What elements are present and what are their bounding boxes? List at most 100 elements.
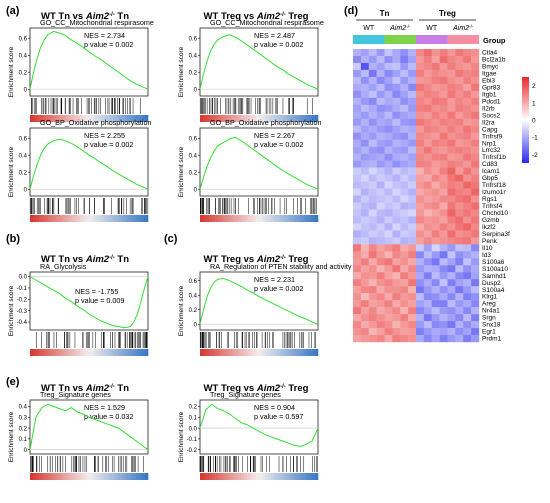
heatmap-cell bbox=[368, 230, 377, 238]
heatmap-cell bbox=[360, 104, 369, 112]
heatmap-cell bbox=[423, 272, 432, 280]
rank-segment bbox=[211, 115, 216, 122]
heatmap-cell bbox=[463, 181, 472, 189]
heatmap-cell bbox=[447, 104, 456, 112]
gsea-title: GO_BP_Oxidative phosphorylation bbox=[40, 118, 151, 127]
rank-segment bbox=[68, 115, 72, 122]
heatmap-cell bbox=[439, 132, 448, 140]
rank-segment bbox=[77, 115, 81, 122]
heatmap-cell bbox=[384, 216, 393, 224]
rank-segment bbox=[41, 115, 46, 122]
heatmap-cell bbox=[392, 153, 401, 161]
heatmap-cell bbox=[447, 237, 456, 245]
heatmap-cell bbox=[423, 195, 432, 203]
rank-segment bbox=[74, 349, 78, 356]
heatmap-cell bbox=[384, 335, 393, 343]
y-tick-label: 0.2 bbox=[19, 426, 28, 432]
heatmap-cell bbox=[455, 111, 464, 119]
heatmap-cell bbox=[423, 153, 432, 161]
panel-label-d: (d) bbox=[344, 5, 358, 17]
rank-segment bbox=[86, 473, 90, 480]
y-tick-label: 0 bbox=[194, 322, 198, 328]
rank-segment bbox=[71, 473, 75, 480]
heatmap-cell bbox=[431, 321, 440, 329]
heatmap-cell bbox=[392, 216, 401, 224]
rank-segment bbox=[53, 115, 57, 122]
rank-segment bbox=[217, 473, 221, 480]
heatmap-cell bbox=[400, 62, 409, 71]
rank-segment bbox=[83, 115, 87, 122]
rank-segment bbox=[276, 115, 280, 122]
heatmap-cell bbox=[463, 202, 472, 210]
rank-segment bbox=[94, 115, 99, 122]
rank-segment bbox=[77, 215, 81, 222]
heatmap-cell bbox=[447, 181, 456, 189]
heatmap-cell bbox=[353, 188, 362, 196]
rank-segment bbox=[270, 115, 275, 122]
heatmap-cell bbox=[431, 237, 440, 245]
heatmap-cell bbox=[416, 167, 425, 175]
rank-segment bbox=[294, 349, 298, 356]
heatmap-cell bbox=[439, 272, 448, 280]
hit-marks bbox=[29, 198, 149, 214]
rank-segment bbox=[241, 349, 245, 356]
heatmap-cell bbox=[439, 90, 448, 99]
heatmap-cell bbox=[463, 244, 472, 252]
rank-segment bbox=[65, 215, 69, 222]
heatmap-cell bbox=[455, 328, 464, 336]
heatmap-cell bbox=[368, 97, 377, 106]
rank-segment bbox=[291, 215, 295, 222]
rank-segment bbox=[142, 115, 146, 122]
heatmap-cell bbox=[360, 258, 369, 266]
heatmap-cell bbox=[353, 111, 362, 119]
gene-label: Il2ra bbox=[482, 119, 495, 126]
heatmap-cell bbox=[392, 314, 401, 322]
header-b: WT Tn vs Aim2-/- Tn bbox=[41, 254, 129, 265]
heatmap-cell bbox=[416, 258, 425, 266]
heatmap-cell bbox=[376, 69, 385, 78]
heatmap-cell bbox=[384, 83, 393, 92]
heatmap-cell bbox=[392, 335, 401, 343]
rank-segment bbox=[208, 115, 213, 122]
heatmap-cell bbox=[376, 62, 385, 71]
heatmap-cell bbox=[463, 55, 472, 64]
heatmap-cell bbox=[416, 209, 425, 217]
nes-value: NES = 0.904 bbox=[254, 403, 295, 412]
heatmap-cell bbox=[408, 111, 417, 119]
heatmap-cell bbox=[463, 188, 472, 196]
heatmap-cell bbox=[384, 321, 393, 329]
heatmap-cell bbox=[431, 146, 440, 154]
heatmap-cell bbox=[471, 265, 480, 273]
heatmap-cell bbox=[360, 251, 369, 259]
heatmap-cell bbox=[416, 90, 425, 99]
heatmap-cell bbox=[376, 111, 385, 119]
heatmap-cell bbox=[447, 62, 456, 71]
heatmap-cell bbox=[463, 237, 472, 245]
rank-segment bbox=[30, 215, 34, 222]
enrichment-curve bbox=[29, 30, 149, 90]
y-axis-label: Enrichment score bbox=[8, 146, 15, 197]
heatmap-cell bbox=[384, 139, 393, 147]
heatmap-cell bbox=[353, 55, 362, 64]
header-a-right: WT Treg vs Aim2-/- Treg bbox=[204, 11, 309, 22]
rank-segment bbox=[109, 349, 113, 356]
heatmap-cell bbox=[455, 209, 464, 217]
heatmap-cell bbox=[384, 265, 393, 273]
heatmap-cell bbox=[400, 49, 409, 57]
heatmap-cell bbox=[431, 160, 440, 168]
heatmap-cell bbox=[353, 104, 362, 112]
heatmap-cell bbox=[368, 139, 377, 147]
heatmap-cell bbox=[360, 153, 369, 161]
gsea-panel-a3: 0.6 0.4 0.2 0 Enrichment score GO_BP_Oxidativ… bbox=[8, 118, 151, 222]
rank-segment bbox=[264, 215, 269, 222]
heatmap-cell bbox=[447, 230, 456, 238]
heatmap-cell bbox=[463, 62, 472, 71]
gene-label: Penk bbox=[482, 238, 498, 245]
heatmap-cell bbox=[368, 251, 377, 259]
gsea-title: GO_BP_Oxidative phosphorylation bbox=[210, 118, 321, 127]
heatmap-cell bbox=[423, 237, 432, 245]
heatmap-cell bbox=[408, 216, 417, 224]
heatmap-cell bbox=[384, 272, 393, 280]
rank-segment bbox=[256, 215, 260, 222]
rank-segment bbox=[89, 215, 93, 222]
